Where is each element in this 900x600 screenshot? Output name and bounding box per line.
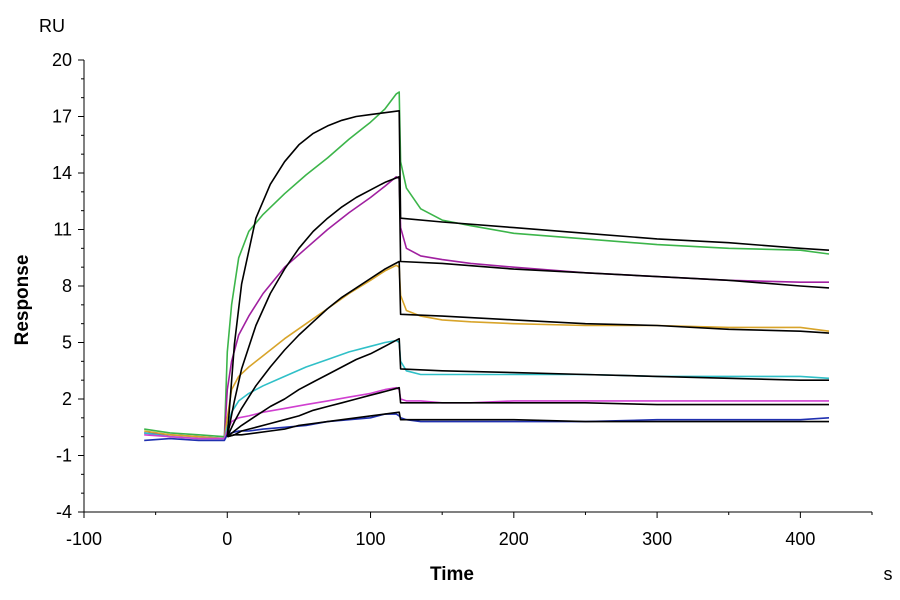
x-tick-label: 100 <box>356 529 386 549</box>
x-ticks: -100 0 100 200 300 400 <box>66 512 873 549</box>
x-tick-label: 200 <box>499 529 529 549</box>
fit-curve-4 <box>226 337 829 438</box>
fit-curve-3 <box>226 260 830 438</box>
y-tick-label: -4 <box>56 502 72 522</box>
axes: -4 -1 2 5 8 11 14 17 20 -100 0 100 200 300 400 <box>52 50 873 549</box>
fit-curve-6 <box>227 411 829 438</box>
y-tick-label: 17 <box>52 107 72 127</box>
measured-curve-6 <box>144 413 830 442</box>
y-tick-label: 5 <box>62 333 72 353</box>
x-tick-label: 0 <box>222 529 232 549</box>
y-tick-label: 8 <box>62 276 72 296</box>
x-axis-title: Time <box>430 564 474 585</box>
fit-curve-5 <box>227 386 829 438</box>
measured-curve-4 <box>144 339 830 440</box>
x-tick-label: 300 <box>642 529 672 549</box>
y-tick-label: 11 <box>53 220 72 240</box>
plot-lines <box>144 91 830 442</box>
x-unit-label: s <box>884 564 893 584</box>
measured-curve-1 <box>144 91 830 438</box>
y-tick-label: -1 <box>56 446 72 466</box>
fit-curve-1 <box>226 110 830 437</box>
y-tick-label: 20 <box>52 50 72 70</box>
measured-curve-2 <box>144 176 829 440</box>
y-axis-title: Response <box>12 255 33 346</box>
x-tick-label: 400 <box>785 529 815 549</box>
fit-curve-2 <box>226 176 830 437</box>
y-ticks: -4 -1 2 5 8 11 14 17 20 <box>52 50 84 522</box>
y-tick-label: 2 <box>62 389 72 409</box>
y-tick-label: 14 <box>52 163 72 183</box>
y-unit-label: RU <box>39 16 65 36</box>
x-tick-label: -100 <box>66 529 102 549</box>
